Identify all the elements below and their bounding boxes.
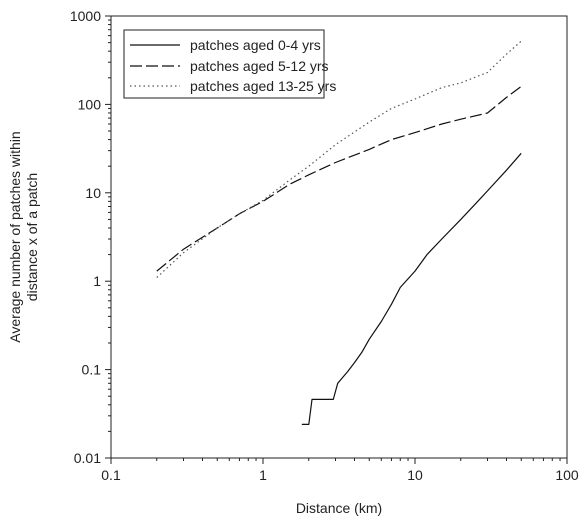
- series-lines: [157, 41, 521, 424]
- legend-label-5-12: patches aged 5-12 yrs: [190, 58, 329, 74]
- x-tick-label: 1: [259, 467, 267, 483]
- y-tick-label: 0.1: [82, 362, 102, 378]
- x-axis-label: Distance (km): [296, 500, 382, 516]
- series-line-solid: [302, 153, 521, 424]
- x-tick-label: 100: [555, 467, 579, 483]
- x-tick-label: 10: [407, 467, 423, 483]
- y-tick-label: 1000: [70, 8, 101, 24]
- y-axis-label-line-2: distance x of a patch: [24, 173, 40, 301]
- legend-label-13-25: patches aged 13-25 yrs: [190, 78, 336, 94]
- series-line-dashed: [157, 86, 521, 271]
- y-tick-label: 0.01: [74, 450, 101, 466]
- y-tick-label: 1: [93, 273, 101, 289]
- x-tick-label: 0.1: [101, 467, 121, 483]
- legend-label-0-4: patches aged 0-4 yrs: [190, 37, 321, 53]
- y-axis-label-line-1: Average number of patches within: [7, 131, 23, 342]
- y-axis-label: Average number of patches within distanc…: [7, 131, 40, 342]
- y-tick-label: 100: [78, 96, 102, 112]
- y-tick-label: 10: [85, 185, 101, 201]
- legend: patches aged 0-4 yrs patches aged 5-12 y…: [124, 30, 336, 98]
